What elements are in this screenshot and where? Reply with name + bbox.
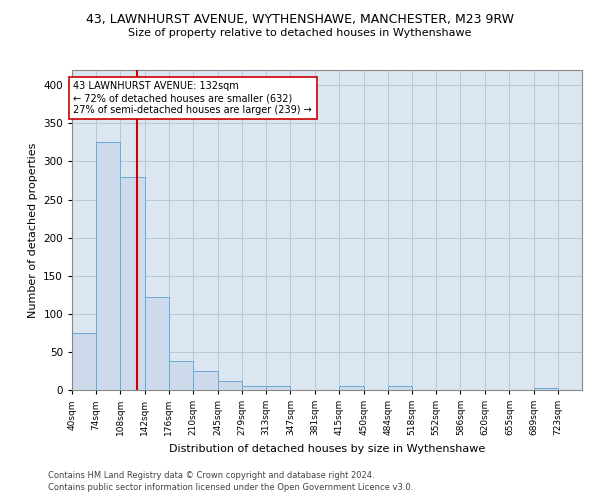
Bar bbox=[266, 386, 290, 390]
Bar bbox=[388, 386, 412, 390]
Text: Contains HM Land Registry data © Crown copyright and database right 2024.: Contains HM Land Registry data © Crown c… bbox=[48, 471, 374, 480]
Text: 43 LAWNHURST AVENUE: 132sqm
← 72% of detached houses are smaller (632)
27% of se: 43 LAWNHURST AVENUE: 132sqm ← 72% of det… bbox=[73, 82, 312, 114]
Bar bbox=[96, 142, 121, 390]
Bar bbox=[121, 176, 145, 390]
Bar bbox=[339, 386, 364, 390]
Bar bbox=[193, 371, 218, 390]
Text: Size of property relative to detached houses in Wythenshawe: Size of property relative to detached ho… bbox=[128, 28, 472, 38]
Bar bbox=[169, 361, 193, 390]
X-axis label: Distribution of detached houses by size in Wythenshawe: Distribution of detached houses by size … bbox=[169, 444, 485, 454]
Text: 43, LAWNHURST AVENUE, WYTHENSHAWE, MANCHESTER, M23 9RW: 43, LAWNHURST AVENUE, WYTHENSHAWE, MANCH… bbox=[86, 12, 514, 26]
Bar bbox=[533, 388, 558, 390]
Y-axis label: Number of detached properties: Number of detached properties bbox=[28, 142, 38, 318]
Bar bbox=[145, 297, 169, 390]
Bar bbox=[242, 386, 266, 390]
Bar bbox=[218, 381, 242, 390]
Text: Contains public sector information licensed under the Open Government Licence v3: Contains public sector information licen… bbox=[48, 484, 413, 492]
Bar bbox=[72, 333, 96, 390]
